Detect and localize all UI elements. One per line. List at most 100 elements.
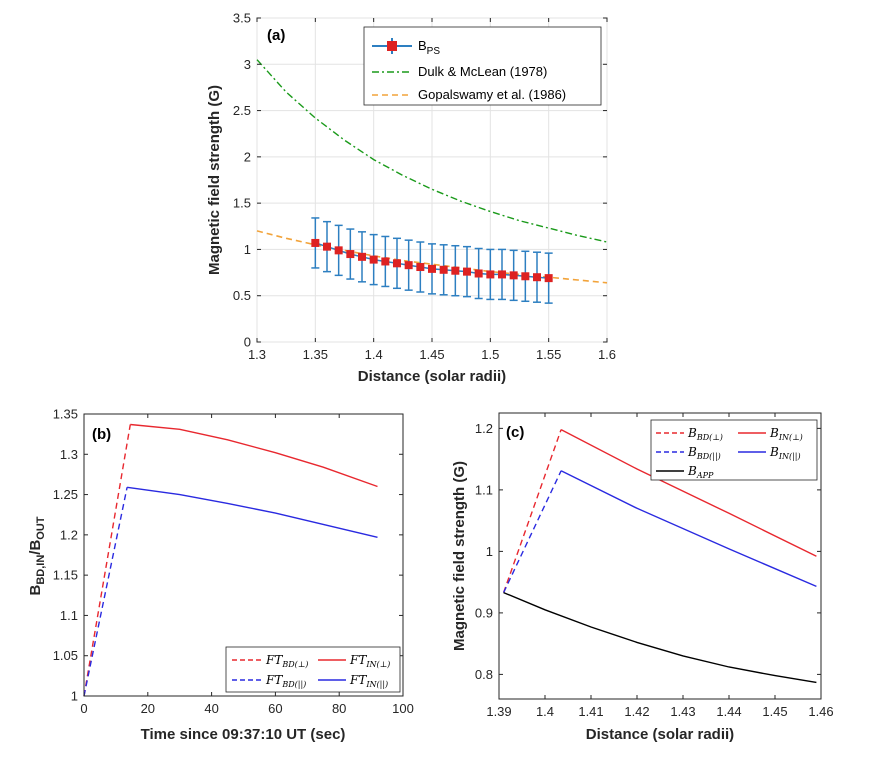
y-tick-label: 0 — [244, 335, 251, 350]
panel-b-legend: FTBD(⊥) FTIN(⊥) FTBD(||) FTIN(||) — [225, 646, 401, 693]
bapp-line — [503, 591, 817, 684]
bps-point — [358, 252, 366, 261]
x-tick-label: 60 — [268, 701, 282, 716]
bps-point — [381, 257, 390, 266]
x-tick-label: 1.5 — [481, 347, 499, 362]
legend-b-ftin-perp-label: FTIN(⊥) — [349, 653, 390, 669]
panel-b-legend-box — [225, 646, 401, 693]
panel-a-legend-box — [363, 26, 602, 106]
y-tick-label: 0.8 — [475, 667, 493, 682]
x-tick-label: 1.42 — [624, 704, 649, 719]
y-tick-label: 1.2 — [60, 527, 78, 542]
bps-point — [544, 274, 553, 283]
x-tick-label: 1.43 — [670, 704, 695, 719]
bps-point — [369, 255, 378, 264]
y-tick-label: 1.5 — [233, 196, 251, 211]
panel-c-legend-box — [650, 419, 818, 481]
legend-gopal-label: Gopalswamy et al. (1986) — [418, 87, 566, 102]
y-tick-label: 2.5 — [233, 103, 251, 118]
ftbd-par-line — [83, 487, 128, 697]
bps-point — [323, 242, 331, 251]
panel-a-ticks: 1.3 1.35 1.4 1.45 1.5 1.55 1.6 0 0.5 1 1.5 2 2.5 3 3.5 — [233, 11, 616, 363]
y-tick-label: 1.3 — [60, 447, 78, 462]
panel-a-series — [256, 59, 608, 304]
x-tick-label: 1.44 — [716, 704, 741, 719]
ftin-perp-line — [130, 423, 378, 488]
panel-b-series — [83, 423, 378, 697]
x-tick-label: 1.45 — [762, 704, 787, 719]
legend-c-bbd-par-label: BBD(||) — [687, 445, 721, 461]
y-tick-label: 0.9 — [475, 605, 493, 620]
bps-point — [498, 270, 506, 279]
legend-b-ftbd-perp-label: FTBD(⊥) — [265, 653, 308, 669]
bps-point — [416, 263, 425, 272]
y-tick-label: 1.05 — [53, 648, 78, 663]
panel-b: 0 20 40 60 80 100 1 1.05 1.1 1.15 1.2 1.25 1.3 1.35 (… — [27, 407, 414, 744]
panel-b-ticks: 0 20 40 60 80 100 1 1.05 1.1 1.15 1.2 1.25 1.3 1.35 — [53, 407, 414, 717]
x-tick-label: 0 — [80, 701, 87, 716]
x-tick-label: 1.45 — [419, 347, 444, 362]
bbd-perp-line — [502, 429, 562, 593]
panel-c-ylabel: Magnetic field strength (G) — [451, 461, 468, 651]
y-tick-label: 1.1 — [475, 482, 493, 497]
y-tick-label: 1.1 — [60, 608, 78, 623]
legend-dulk-label: Dulk & McLean (1978) — [418, 64, 547, 79]
panel-c: 1.39 1.4 1.41 1.42 1.43 1.44 1.45 1.46 0.8 0.9 1 1.… — [451, 412, 834, 743]
y-tick-label: 3.5 — [233, 11, 251, 26]
y-tick-label: 0.5 — [233, 288, 251, 303]
x-tick-label: 1.6 — [598, 347, 616, 362]
legend-bps-marker — [387, 41, 397, 51]
legend-c-bin-par-label: BIN(||) — [769, 445, 801, 461]
panel-a-label: (a) — [267, 27, 285, 44]
x-tick-label: 20 — [141, 701, 155, 716]
y-tick-label: 1.15 — [53, 568, 78, 583]
bps-point — [486, 270, 495, 279]
y-tick-label: 2 — [244, 149, 251, 164]
bin-par-line — [560, 470, 817, 588]
legend-c-bapp-label: BAPP — [687, 464, 714, 480]
panel-c-label: (c) — [506, 424, 524, 441]
panel-b-label: (b) — [92, 426, 111, 443]
bps-point — [533, 273, 541, 282]
y-tick-label: 1.35 — [53, 407, 78, 422]
x-tick-label: 1.4 — [536, 704, 554, 719]
panel-c-ticks: 1.39 1.4 1.41 1.42 1.43 1.44 1.45 1.46 0.8 0.9 1 1.… — [475, 413, 834, 719]
bin-perp-line — [560, 428, 817, 557]
ftin-par-line — [127, 486, 378, 538]
x-tick-label: 1.3 — [248, 347, 266, 362]
legend-c-bin-perp-label: BIN(⊥) — [769, 426, 803, 442]
panel-c-legend: BBD(⊥) BIN(⊥) BBD(||) BIN(||) BAPP — [650, 419, 818, 481]
y-tick-label: 1.25 — [53, 487, 78, 502]
x-tick-label: 80 — [332, 701, 346, 716]
legend-b-ftin-par-label: FTIN(||) — [349, 673, 388, 689]
bps-point — [451, 266, 460, 275]
panel-a-legend: BPS Dulk & McLean (1978) Gopalswamy et a… — [363, 26, 602, 106]
x-tick-label: 1.55 — [536, 347, 561, 362]
bps-point — [311, 238, 320, 247]
panel-a: 1.3 1.35 1.4 1.45 1.5 1.55 1.6 0 0.5 1 1.5 2 2.5 3 3.5… — [206, 11, 616, 386]
panel-b-ylabel: BBD,IN/BOUT — [27, 516, 47, 595]
x-tick-label: 1.46 — [808, 704, 833, 719]
y-tick-label: 1 — [486, 544, 493, 559]
x-tick-label: 1.39 — [486, 704, 511, 719]
bps-point — [474, 269, 483, 278]
bps-point — [346, 250, 355, 259]
bps-point — [521, 272, 530, 281]
bps-point — [439, 265, 448, 274]
panel-c-series — [502, 428, 817, 684]
y-tick-label: 1 — [244, 242, 251, 257]
bps-point — [509, 271, 518, 280]
panel-b-xlabel: Time since 09:37:10 UT (sec) — [141, 726, 346, 743]
legend-b-ftbd-par-label: FTBD(||) — [265, 673, 306, 689]
x-tick-label: 40 — [204, 701, 218, 716]
bps-point — [428, 264, 436, 273]
ftbd-perp-line — [83, 424, 131, 697]
legend-bps-label: BPS — [418, 38, 440, 57]
y-tick-label: 1 — [71, 689, 78, 704]
y-tick-label: 1.2 — [475, 421, 493, 436]
bps-point — [463, 267, 471, 276]
bps-point — [404, 261, 413, 270]
legend-c-bbd-perp-label: BBD(⊥) — [687, 426, 723, 442]
bps-point — [393, 259, 401, 268]
